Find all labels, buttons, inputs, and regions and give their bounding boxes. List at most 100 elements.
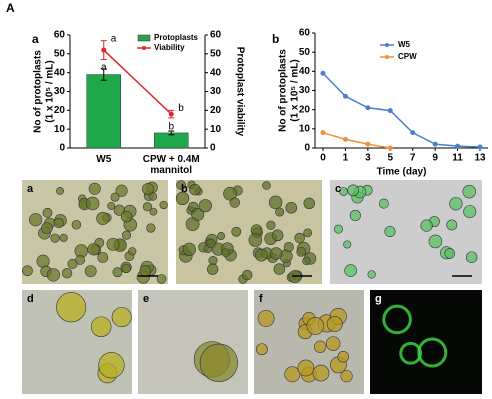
marker	[320, 130, 326, 136]
cell	[120, 210, 133, 223]
cell	[110, 192, 120, 202]
cell	[344, 264, 357, 277]
cell	[90, 316, 112, 337]
error-bar	[168, 130, 175, 136]
cell	[420, 219, 433, 232]
cell	[462, 184, 477, 199]
micrograph-label: g	[375, 293, 382, 305]
cell	[22, 265, 33, 277]
cell	[128, 247, 137, 256]
cell	[41, 222, 53, 234]
marker	[387, 145, 393, 151]
cell	[444, 248, 456, 259]
cell	[122, 230, 132, 240]
micrograph-label: d	[27, 293, 34, 305]
cell	[465, 251, 478, 263]
cell	[256, 343, 268, 356]
cell	[340, 370, 353, 383]
y2-tick-label: 20	[210, 105, 222, 116]
cell	[257, 310, 275, 327]
y2-tick-label: 30	[210, 86, 222, 97]
cell	[182, 242, 196, 257]
line	[322, 131, 391, 149]
cell	[159, 200, 168, 210]
cell	[266, 220, 276, 230]
significance-letter: a	[101, 62, 107, 73]
cell	[148, 192, 158, 201]
cell	[112, 267, 123, 278]
cell	[325, 336, 341, 351]
cell	[115, 184, 128, 197]
cell	[229, 197, 240, 208]
cell	[107, 202, 116, 210]
legend-marker	[385, 55, 389, 59]
cell	[75, 255, 86, 265]
significance-letter: a	[111, 33, 117, 44]
y-axis-label: (1 x 10⁵ / mL)	[290, 59, 301, 122]
y-tick-label: 60	[54, 30, 66, 41]
cell	[446, 219, 458, 231]
cell	[42, 207, 53, 218]
cell	[111, 307, 132, 328]
cell	[142, 202, 153, 212]
x-tick-label: 7	[410, 153, 416, 164]
y2-tick-label: 50	[210, 48, 222, 59]
cell	[297, 359, 315, 377]
panel-label: b	[272, 32, 279, 46]
cell	[46, 268, 60, 282]
y-tick-label: 20	[54, 105, 66, 116]
x-tick-label: 5	[388, 153, 394, 164]
cell	[149, 207, 158, 216]
y2-tick-label: 0	[210, 143, 216, 154]
cell	[189, 183, 201, 196]
marker	[342, 136, 348, 142]
marker	[410, 130, 416, 136]
marker	[477, 144, 483, 150]
y-tick-label: 50	[54, 48, 66, 59]
cell	[302, 256, 311, 266]
cell	[96, 211, 110, 225]
error-bar	[168, 109, 175, 119]
y-tick-label: 20	[299, 104, 311, 115]
cell	[56, 292, 87, 323]
legend-marker	[385, 43, 389, 47]
y2-tick-label: 10	[210, 124, 222, 135]
micrograph-label: a	[27, 183, 34, 195]
line	[322, 72, 481, 148]
cell	[262, 181, 271, 190]
cell	[198, 199, 212, 213]
cell	[339, 187, 348, 196]
cell	[303, 228, 313, 238]
legend-swatch	[137, 34, 151, 42]
x-tick-label: 9	[432, 153, 438, 164]
legend-label: W5	[398, 40, 411, 49]
y-tick-label: 40	[299, 66, 311, 77]
error-bar	[100, 68, 107, 81]
marker	[432, 141, 438, 147]
cell	[349, 209, 361, 222]
cell	[296, 246, 307, 257]
cell	[343, 240, 352, 249]
legend-label: Protoplasts	[154, 33, 199, 42]
cell	[283, 241, 294, 253]
cell	[84, 265, 97, 278]
cell	[71, 220, 82, 230]
y-tick-label: 0	[304, 143, 310, 154]
cell	[156, 274, 167, 284]
legend-label: Viability	[154, 43, 185, 52]
significance-letter: b	[178, 103, 184, 114]
cell	[294, 232, 305, 244]
cell	[312, 364, 330, 382]
cell	[206, 238, 216, 249]
cell	[199, 343, 238, 382]
cell	[221, 248, 230, 257]
cell	[175, 191, 190, 206]
y-tick-label: 60	[299, 28, 311, 39]
significance-letter: b	[168, 122, 174, 133]
cell	[248, 233, 263, 247]
cell	[285, 201, 298, 214]
cell	[36, 254, 50, 268]
cell	[98, 352, 125, 379]
x-tick-label: 11	[452, 153, 463, 164]
